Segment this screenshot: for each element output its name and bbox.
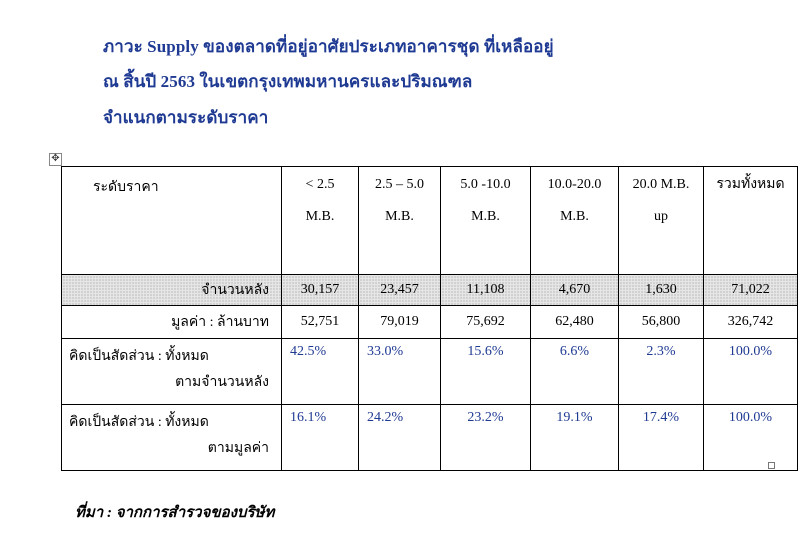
units-cell: 30,157 bbox=[281, 274, 359, 306]
title-line-3: จำแนกตามระดับราคา bbox=[103, 108, 269, 127]
units-cell: 1,630 bbox=[618, 274, 704, 306]
header-col-6: รวมทั้งหมด bbox=[703, 166, 798, 275]
table-move-icon[interactable]: ✥ bbox=[49, 153, 62, 166]
title-line-2: ณ สิ้นปี 2563 ในเขตกรุงเทพมหานครและปริมณ… bbox=[103, 72, 473, 91]
share-units-cell: 15.6% bbox=[440, 338, 531, 405]
share-value-cell: 16.1% bbox=[281, 404, 359, 471]
value-cell: 75,692 bbox=[440, 305, 531, 339]
share-units-label: คิดเป็นสัดส่วน : ทั้งหมด ตามจำนวนหลัง bbox=[61, 338, 282, 405]
value-label: มูลค่า : ล้านบาท bbox=[61, 305, 282, 339]
value-cell: 56,800 bbox=[618, 305, 704, 339]
header-label: ระดับราคา bbox=[61, 166, 282, 275]
share-value-cell: 17.4% bbox=[618, 404, 704, 471]
source-note: ที่มา : จากการสำรวจของบริษัท bbox=[75, 505, 275, 521]
header-col-3: 5.0 -10.0 M.B. bbox=[440, 166, 531, 275]
share-value-label: คิดเป็นสัดส่วน : ทั้งหมด ตามมูลค่า bbox=[61, 404, 282, 471]
table-header-row: ระดับราคา < 2.5 M.B. 2.5 – 5.0 M.B. 5.0 -1… bbox=[61, 166, 798, 275]
share-units-cell: 6.6% bbox=[530, 338, 619, 405]
share-units-cell: 33.0% bbox=[358, 338, 441, 405]
units-cell: 23,457 bbox=[358, 274, 441, 306]
share-units-cell: 2.3% bbox=[618, 338, 704, 405]
header-col-2: 2.5 – 5.0 M.B. bbox=[358, 166, 441, 275]
share-units-cell: 100.0% bbox=[703, 338, 798, 405]
value-cell: 326,742 bbox=[703, 305, 798, 339]
share-units-cell: 42.5% bbox=[281, 338, 359, 405]
value-cell: 52,751 bbox=[281, 305, 359, 339]
table-row-units: จำนวนหลัง 30,157 23,457 11,108 4,670 1,6… bbox=[61, 274, 798, 306]
header-col-5: 20.0 M.B. up bbox=[618, 166, 704, 275]
units-cell: 11,108 bbox=[440, 274, 531, 306]
title-line-1: ภาวะ Supply ของตลาดที่อยู่อาศัยประเภทอาค… bbox=[103, 37, 554, 56]
share-value-cell: 100.0% bbox=[703, 404, 798, 471]
units-label: จำนวนหลัง bbox=[61, 274, 282, 306]
table-row-share-units: คิดเป็นสัดส่วน : ทั้งหมด ตามจำนวนหลัง 42.… bbox=[61, 338, 798, 405]
header-col-1: < 2.5 M.B. bbox=[281, 166, 359, 275]
table-row-share-value: คิดเป็นสัดส่วน : ทั้งหมด ตามมูลค่า 16.1% … bbox=[61, 404, 798, 471]
share-value-cell: 24.2% bbox=[358, 404, 441, 471]
table-row-value: มูลค่า : ล้านบาท 52,751 79,019 75,692 62… bbox=[61, 305, 798, 339]
units-cell: 71,022 bbox=[703, 274, 798, 306]
header-col-4: 10.0-20.0 M.B. bbox=[530, 166, 619, 275]
value-cell: 79,019 bbox=[358, 305, 441, 339]
value-cell: 62,480 bbox=[530, 305, 619, 339]
units-cell: 4,670 bbox=[530, 274, 619, 306]
table-resize-icon[interactable] bbox=[768, 462, 775, 469]
share-value-cell: 23.2% bbox=[440, 404, 531, 471]
price-table: ระดับราคา < 2.5 M.B. 2.5 – 5.0 M.B. 5.0 -1… bbox=[61, 166, 798, 471]
share-value-cell: 19.1% bbox=[530, 404, 619, 471]
